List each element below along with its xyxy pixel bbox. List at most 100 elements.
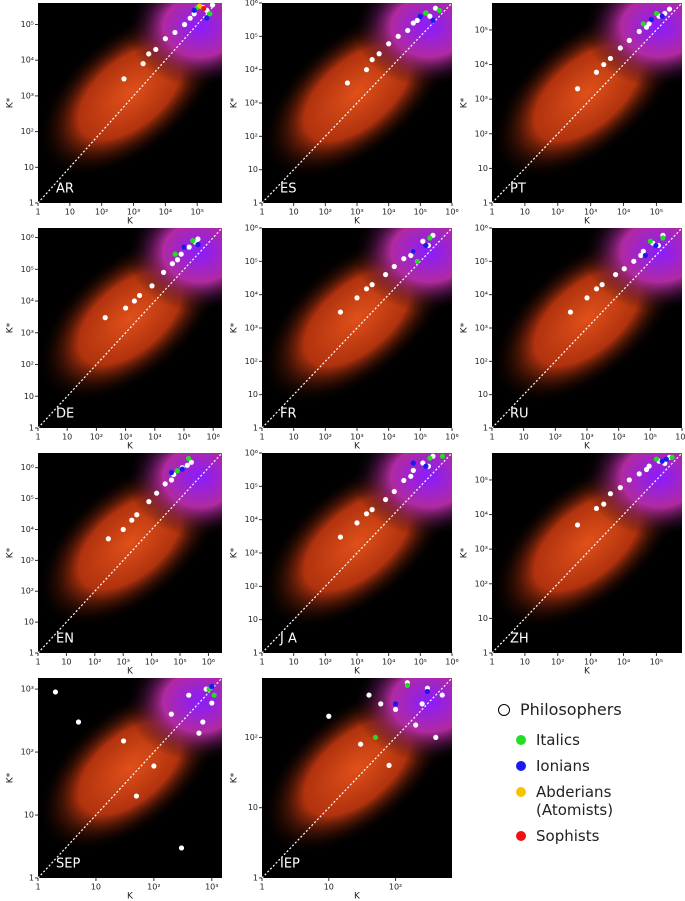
legend-marker [498,704,510,716]
y-tick-label: 10⁴ [245,515,258,524]
x-tick-label: 10⁵ [644,433,657,442]
x-tick-label: 10³ [580,433,593,442]
point [414,17,420,24]
x-tick-label: 10 [289,208,299,217]
legend-label: Philosophers [520,700,622,719]
point [423,242,429,249]
x-tick-label: 10³ [119,433,132,442]
point [401,477,407,484]
point [410,467,416,474]
x-tick-label: 10⁴ [145,658,158,667]
point [378,701,384,707]
x-tick-label: 1 [489,433,494,442]
point [209,3,216,8]
plot-area [492,3,682,203]
x-tick-label: 10³ [350,433,363,442]
point [593,505,600,512]
x-tick-label: 10⁵ [414,433,427,442]
y-tick-label: 10² [245,357,258,366]
x-axis-label: K [354,892,361,901]
x-tick-label: 10 [91,883,101,892]
panel: IEP 1 10 10² 1 10 10² K K* [230,678,452,901]
point [432,5,439,11]
point [123,305,129,311]
x-axis-label: K [584,217,591,227]
point [179,466,185,472]
point [636,471,642,477]
panel: EN 1 10 10² 10³ 10⁴ 10⁵ 10⁶ 1 10 10² 10³ 10⁴ 10⁵ 10⁶ K K… [6,453,222,677]
density-high [126,228,222,312]
point [186,244,192,250]
x-tick-label: 10³ [350,658,363,667]
point [567,309,574,315]
point [372,734,379,741]
point [413,722,419,728]
x-tick-label: 10 [520,208,530,217]
x-tick-label: 10⁴ [148,433,161,442]
x-tick-label: 1 [35,883,40,892]
panel-label: DE [56,407,74,422]
y-tick-label: 10² [21,748,34,757]
point [395,33,401,39]
point [436,7,442,13]
point [621,266,627,272]
x-tick-label: 10⁴ [617,208,630,217]
x-tick-label: 10⁵ [650,658,663,667]
point [617,485,623,491]
point [382,271,389,278]
y-tick-label: 10² [21,360,34,369]
point [178,845,185,851]
y-tick-label: 1 [253,424,258,433]
x-tick-label: 10³ [584,208,597,217]
y-tick-label: 10² [245,132,258,141]
point [404,682,410,688]
legend-label: Ionians [536,757,590,775]
panel-label: ZH [510,632,529,647]
y-tick-label: 1 [253,199,258,208]
x-axis-label: K [127,892,134,901]
point [168,469,175,476]
y-tick-label: 10² [245,582,258,591]
point [643,24,650,30]
point [140,61,146,67]
legend-item: Ionians [498,757,648,775]
legend-marker [516,787,526,797]
point [121,76,127,82]
panel: SEP 1 10 10² 10³ 1 10 10² 10³ K K* [6,678,222,901]
point [427,455,433,461]
y-tick-label: 10 [248,390,258,399]
point [423,10,429,16]
point [369,57,375,63]
point [653,456,660,462]
y-tick-label: 10³ [245,549,258,558]
point [410,248,416,254]
point [153,46,159,53]
plot-area [492,453,682,653]
point [420,238,426,244]
point [363,511,370,517]
panel-label: PT [510,182,526,197]
x-tick-label: 10² [319,658,332,667]
point [392,706,399,713]
legend: Philosophers Italics Ionians Abderians (Ato… [498,700,648,853]
diagonal [492,453,682,653]
x-tick-label: 10 [65,208,75,217]
x-tick-label: 1 [489,208,494,217]
point [653,10,660,17]
density-high [126,453,222,537]
point [169,261,175,267]
y-tick-label: 1 [483,649,488,658]
y-tick-label: 10⁴ [475,510,488,519]
point [653,242,659,249]
panel: DE 1 10 10² 10³ 10⁴ 10⁵ 10⁶ 1 10 10² 10³ 10⁴ 10⁵ 10⁶ K K… [6,228,222,452]
x-tick-label: 10⁴ [159,208,172,217]
y-tick-label: 10 [248,803,258,812]
point [120,526,126,533]
point [149,283,155,289]
point [354,295,360,301]
y-tick-label: 10³ [475,545,488,554]
y-tick-label: 1 [253,874,258,883]
y-tick-label: 10 [478,164,488,173]
point [391,263,397,270]
